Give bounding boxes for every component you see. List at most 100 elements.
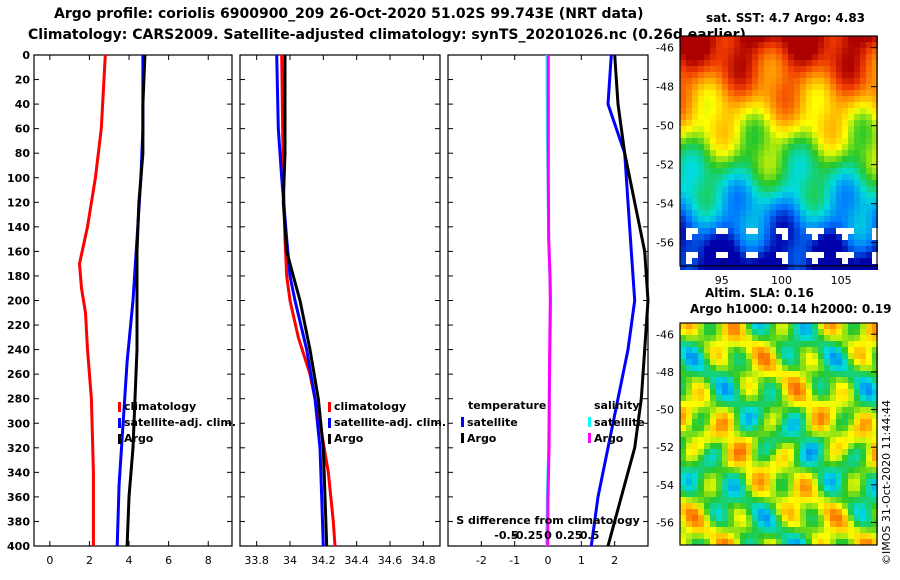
map-cell (800, 353, 806, 359)
map-cell (866, 258, 872, 264)
map-cell (872, 54, 878, 60)
map-cell (860, 150, 866, 156)
legend-label: Argo (124, 432, 154, 445)
map-cell (854, 42, 860, 48)
map-cell (830, 371, 836, 377)
map-cell (698, 419, 704, 425)
map-cell (704, 36, 710, 42)
map-cell (710, 389, 716, 395)
map-cell (758, 335, 764, 341)
map-cell (734, 485, 740, 491)
map-cell (806, 491, 812, 497)
map-cell (830, 437, 836, 443)
map-cell (788, 467, 794, 473)
map-cell (806, 162, 812, 168)
map-cell (728, 347, 734, 353)
map-cell (782, 240, 788, 246)
map-cell (734, 36, 740, 42)
map-cell (830, 455, 836, 461)
map-cell (836, 449, 842, 455)
map-cell (776, 84, 782, 90)
map-cell (842, 491, 848, 497)
map-cell (710, 72, 716, 78)
map-cell (806, 54, 812, 60)
map-cell (818, 365, 824, 371)
map-cell (752, 389, 758, 395)
map-cell (818, 413, 824, 419)
map-cell (692, 341, 698, 347)
map-cell (776, 491, 782, 497)
map-cell (716, 335, 722, 341)
map-cell (812, 60, 818, 66)
map-cell (830, 527, 836, 533)
map-cell (848, 341, 854, 347)
map-cell (860, 371, 866, 377)
map-cell (854, 485, 860, 491)
map-cell (824, 413, 830, 419)
map-cell (842, 467, 848, 473)
map-cell (872, 192, 878, 198)
map-cell (836, 108, 842, 114)
map-cell (860, 341, 866, 347)
map-cell (752, 419, 758, 425)
map-cell (764, 156, 770, 162)
map-cell (752, 365, 758, 371)
map-cell (812, 234, 818, 240)
map-cell (728, 108, 734, 114)
map-cell (806, 204, 812, 210)
map-cell (800, 527, 806, 533)
map-cell (788, 479, 794, 485)
map-cell (728, 264, 734, 270)
map-cell (848, 467, 854, 473)
map-cell (812, 138, 818, 144)
map-cell (788, 168, 794, 174)
map-cell (740, 42, 746, 48)
map-cell (698, 365, 704, 371)
map-cell (854, 204, 860, 210)
map-cell (794, 120, 800, 126)
map-cell (854, 539, 860, 545)
map-cell (746, 449, 752, 455)
map-cell (782, 509, 788, 515)
map-cell (854, 461, 860, 467)
map-cell (806, 497, 812, 503)
map-cell (812, 341, 818, 347)
map-cell (740, 323, 746, 329)
x-tick-label: -1 (509, 554, 520, 567)
map-cell (728, 234, 734, 240)
map-cell (788, 377, 794, 383)
map-cell (692, 395, 698, 401)
map-cell (764, 150, 770, 156)
map-cell (824, 515, 830, 521)
y-tick-label: 260 (7, 368, 30, 381)
map-cell (824, 479, 830, 485)
map-cell (734, 156, 740, 162)
map-cell (872, 216, 878, 222)
map-cell (872, 132, 878, 138)
map-cell (800, 108, 806, 114)
map-cell (842, 509, 848, 515)
map-cell (752, 138, 758, 144)
map-cell (794, 36, 800, 42)
map-cell (686, 216, 692, 222)
map-cell (680, 437, 686, 443)
map-cell (752, 114, 758, 120)
map-cell (842, 527, 848, 533)
map-cell (866, 246, 872, 252)
map-cell (806, 150, 812, 156)
map-cell (740, 419, 746, 425)
map-cell (716, 174, 722, 180)
map-cell (704, 240, 710, 246)
map-cell (710, 347, 716, 353)
map-cell (686, 84, 692, 90)
map-cell (806, 419, 812, 425)
map-cell (830, 156, 836, 162)
map-cell (812, 258, 818, 264)
map-cell (770, 479, 776, 485)
map-cell (758, 186, 764, 192)
map-cell (740, 473, 746, 479)
map-cell (824, 186, 830, 192)
map-cell (752, 491, 758, 497)
map-cell (830, 323, 836, 329)
map-cell (854, 497, 860, 503)
